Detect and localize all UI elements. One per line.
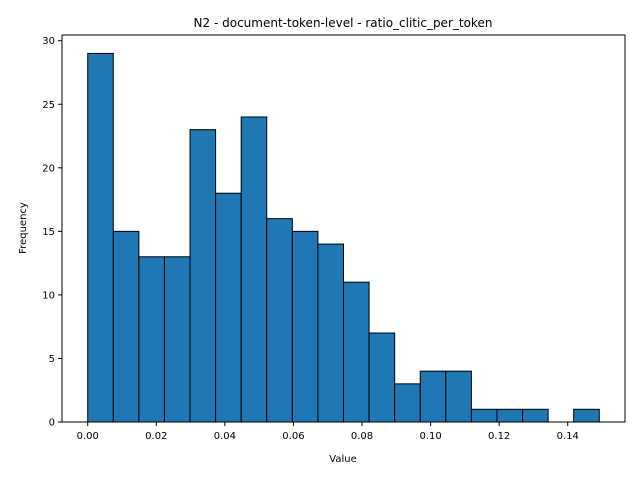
x-tick-label: 0.06 (282, 431, 304, 442)
x-tick-label: 0.04 (214, 431, 236, 442)
histogram-bar (87, 52, 114, 423)
chart-title: N2 - document-token-level - ratio_clitic… (194, 16, 493, 30)
x-tick-label: 0.14 (557, 431, 579, 442)
histogram-bar (317, 243, 345, 423)
x-ticks-group: 0.00 0.02 0.04 0.06 0.08 0.10 0.12 0.14 (77, 422, 579, 442)
y-tick-label: 10 (42, 290, 55, 301)
histogram-bar (215, 192, 242, 423)
histogram-bar (240, 116, 268, 423)
y-tick-label: 30 (42, 36, 55, 47)
plot-frame (61, 34, 626, 423)
histogram-bar (573, 408, 600, 423)
y-ticks-group: 0 5 10 15 20 25 30 (42, 36, 62, 429)
histogram-bar (138, 256, 165, 423)
x-tick-label: 0.10 (419, 431, 441, 442)
y-tick-label: 5 (49, 354, 55, 365)
histogram-bar (368, 332, 396, 423)
y-tick-label: 20 (42, 163, 55, 174)
histogram-bar (394, 383, 421, 423)
x-axis-label: Value (329, 454, 356, 465)
y-tick-label: 15 (42, 227, 55, 238)
x-tick-label: 0.08 (351, 431, 373, 442)
histogram-bar (496, 408, 524, 423)
histogram-bar (163, 256, 191, 423)
histogram-bar (291, 230, 319, 423)
histogram-bar (445, 370, 472, 423)
x-tick-label: 0.00 (77, 431, 99, 442)
y-tick-label: 25 (42, 100, 55, 111)
x-tick-label: 0.12 (488, 431, 510, 442)
histogram-bar (266, 218, 293, 423)
histogram-bar (470, 408, 498, 423)
histogram-bar (189, 129, 217, 423)
histogram-bar (522, 408, 549, 423)
x-tick-label: 0.02 (145, 431, 167, 442)
y-tick-label: 0 (49, 418, 55, 429)
histogram-bar (419, 370, 447, 423)
histogram-bar (112, 230, 140, 423)
bars-group (87, 52, 600, 423)
histogram-bar (343, 281, 370, 423)
y-axis-label: Frequency (18, 202, 29, 254)
